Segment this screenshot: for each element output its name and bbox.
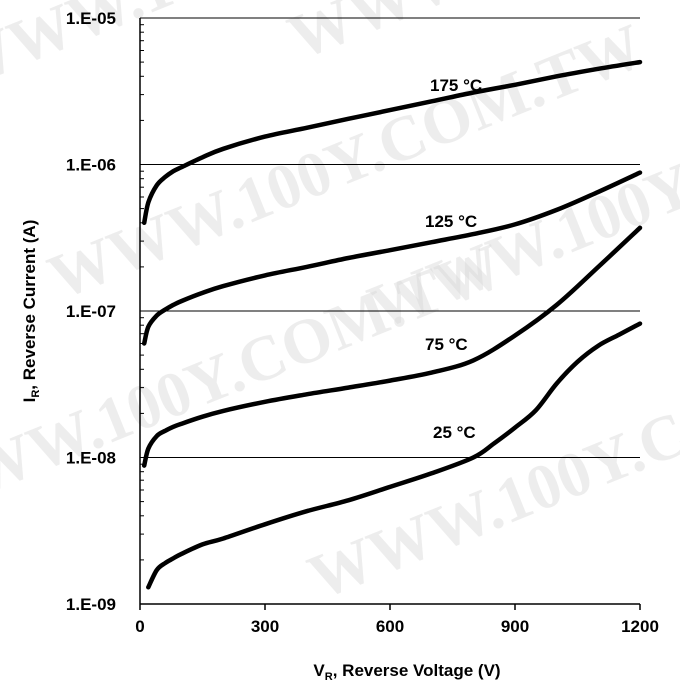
y-axis-title: IR, Reverse Current (A) xyxy=(20,220,42,403)
y-tick-labels: 1.E-09 1.E-08 1.E-07 1.E-06 1.E-05 xyxy=(66,9,116,614)
y-axis-title-rest: , Reverse Current (A) xyxy=(20,220,39,390)
series-line xyxy=(141,225,643,468)
series-label: 125 °C xyxy=(425,212,477,231)
series-label: 25 °C xyxy=(433,423,476,442)
grid-lines xyxy=(140,17,640,458)
series-labels: 175 °C 125 °C 75 °C 25 °C xyxy=(425,76,482,442)
x-tick-labels: 0 300 600 900 1200 xyxy=(135,617,659,636)
series-line xyxy=(141,59,643,226)
x-tick-label: 1200 xyxy=(621,617,659,636)
x-tick-label: 900 xyxy=(501,617,529,636)
y-axis-title-main: I xyxy=(20,398,39,403)
x-axis-title-main: V xyxy=(313,661,325,680)
series-line xyxy=(141,170,643,346)
axes xyxy=(139,17,641,610)
series-lines xyxy=(141,59,643,590)
x-tick-label: 0 xyxy=(135,617,144,636)
series-label: 175 °C xyxy=(430,76,482,95)
series-line xyxy=(146,321,643,590)
y-tick-label: 1.E-09 xyxy=(66,595,116,614)
x-axis-title: VR, Reverse Voltage (V) xyxy=(313,661,500,683)
x-tick-label: 600 xyxy=(376,617,404,636)
x-axis-title-rest: , Reverse Voltage (V) xyxy=(333,661,501,680)
series-label: 75 °C xyxy=(425,335,468,354)
y-axis-title-sub: R xyxy=(30,390,42,398)
y-tick-label: 1.E-05 xyxy=(66,9,116,28)
x-tick-label: 300 xyxy=(251,617,279,636)
y-tick-label: 1.E-07 xyxy=(66,302,116,321)
y-tick-label: 1.E-08 xyxy=(66,449,116,468)
x-axis-title-sub: R xyxy=(325,671,333,683)
y-tick-label: 1.E-06 xyxy=(66,156,116,175)
